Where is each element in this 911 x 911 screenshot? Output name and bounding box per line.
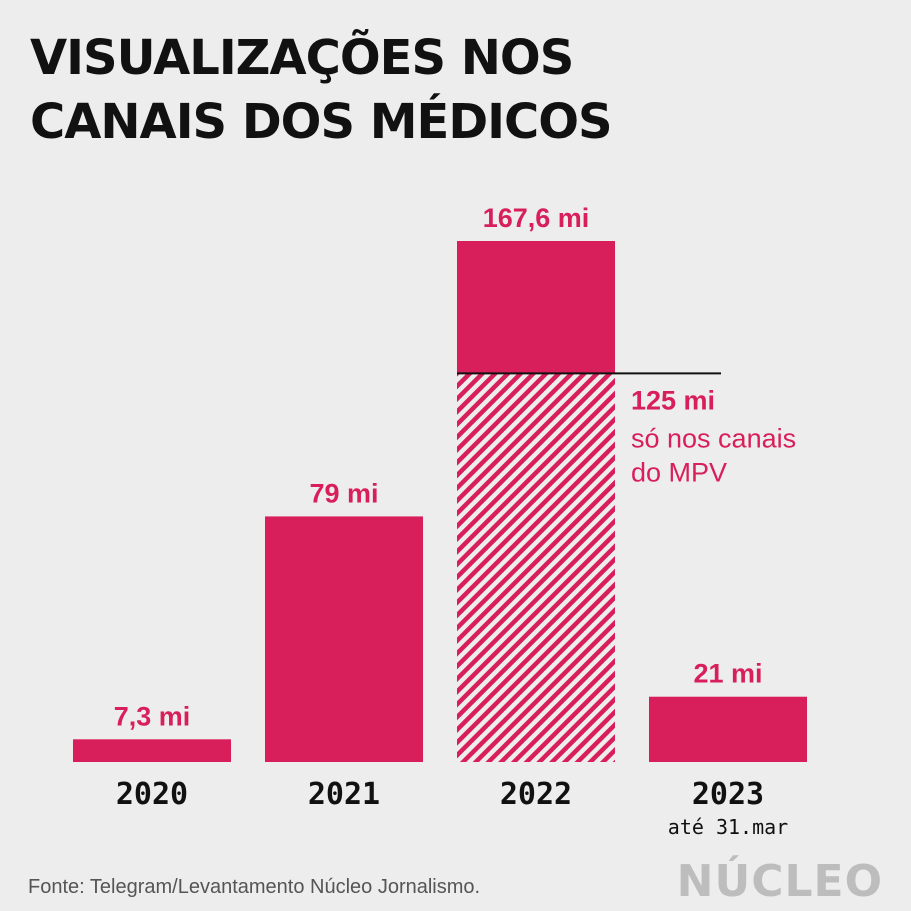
value-label-2023: 21 mi [693, 659, 762, 689]
x-tick-label-2022: 2022 [500, 777, 572, 812]
x-tick-label-2020: 2020 [116, 777, 188, 812]
subset-value-label: 125 mi [631, 385, 715, 415]
chart-title: VISUALIZAÇÕES NOS CANAIS DOS MÉDICOS [30, 26, 613, 154]
subset-note-line-2: do MPV [631, 457, 727, 487]
x-tick-sublabel-2023: até 31.mar [668, 815, 788, 839]
bar-2023 [649, 696, 807, 762]
chart-title-line-1: VISUALIZAÇÕES NOS [30, 30, 574, 86]
chart-title-line-2: CANAIS DOS MÉDICOS [30, 94, 613, 150]
bar-2022-subset [457, 373, 615, 762]
value-label-2021: 79 mi [309, 478, 378, 508]
bar-2020 [73, 739, 231, 762]
value-label-2020: 7,3 mi [114, 701, 191, 731]
subset-note-line-1: só nos canais [631, 423, 796, 453]
value-label-2022: 167,6 mi [483, 203, 590, 233]
bar-2022 [457, 241, 615, 374]
x-tick-label-2023: 2023 [692, 777, 764, 812]
x-tick-label-2021: 2021 [308, 777, 380, 812]
nucleo-logo: NÚCLEO [676, 856, 883, 907]
bar-2021 [265, 516, 423, 762]
source-note: Fonte: Telegram/Levantamento Núcleo Jorn… [28, 876, 481, 898]
